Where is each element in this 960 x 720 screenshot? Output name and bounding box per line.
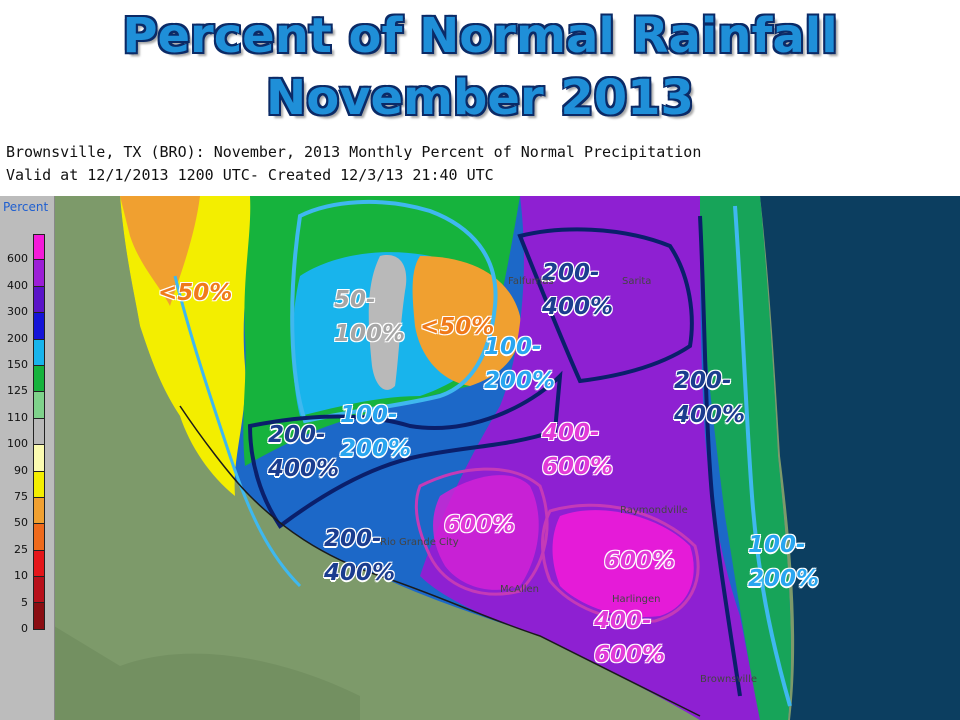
legend-swatch-400 — [33, 260, 45, 287]
map-header-line-2: Valid at 12/1/2013 1200 UTC- Created 12/… — [6, 166, 494, 184]
annotation-200-400-west: 200- 400% — [268, 422, 340, 482]
annotation-100-200-west: 100- 200% — [340, 402, 412, 462]
annotation-400-600-north: 400- 600% — [542, 420, 614, 480]
legend-swatch-100 — [33, 418, 45, 446]
city-mcallen: McAllen — [500, 584, 540, 595]
contour-west-light — [173, 275, 302, 588]
gray-spot — [368, 255, 407, 390]
city-falfurrias: Falfurrias — [508, 276, 554, 287]
legend-swatch-110 — [33, 392, 45, 419]
map-header-line-1: Brownsville, TX (BRO): November, 2013 Mo… — [6, 143, 702, 161]
legend-swatch-0 — [33, 603, 45, 630]
contour-coast-light — [733, 205, 792, 707]
annotation-100-200-coast: 100- 200% — [748, 532, 820, 592]
rio-grande — [179, 405, 701, 717]
legend-tick-5: 5 — [21, 595, 28, 609]
legend-swatch-200 — [33, 313, 45, 340]
legend-swatch-5 — [33, 577, 45, 604]
contour-100-200 — [290, 199, 498, 424]
annotation-lt50-west: <50% — [158, 280, 233, 306]
terrain-shade — [54, 626, 360, 720]
legend-tick-100: 100 — [7, 437, 28, 451]
percent-legend: Percent 600 400 300 200 150 125 110 100 90 75 50 25… — [0, 196, 55, 720]
city-rio-grande-city: Rio Grande City — [380, 537, 459, 548]
magenta-core-east — [552, 510, 694, 617]
legend-tick-110: 110 — [7, 410, 28, 424]
dry-zone-orange — [120, 196, 200, 306]
annotation-200-400-south: 200- 400% — [324, 526, 396, 586]
annotation-50-100: 50- 100% — [334, 287, 406, 347]
annotation-lt50-central: <50% — [420, 314, 495, 340]
city-sarita: Sarita — [622, 276, 652, 287]
coastal-strip — [700, 196, 791, 720]
annotation-600-east: 600% — [604, 548, 676, 574]
legend-tick-75: 75 — [14, 490, 28, 503]
legend-tick-300: 300 — [7, 305, 28, 319]
legend-swatch-600 — [33, 234, 45, 261]
contour-600-west — [414, 467, 549, 596]
legend-tick-200: 200 — [7, 331, 28, 345]
annotation-600-west: 600% — [444, 512, 516, 538]
legend-swatch-25 — [33, 524, 45, 551]
annotation-200-400-coast: 200- 400% — [674, 368, 746, 428]
legend-tick-150: 150 — [7, 358, 28, 371]
annotation-200-400-north: 200- 400% — [542, 260, 614, 320]
legend-title: Percent — [3, 200, 49, 214]
annotation-400-600-south: 400- 600% — [594, 608, 666, 668]
title-area: Percent of Normal Rainfall November 2013… — [0, 0, 960, 184]
legend-tick-90: 90 — [14, 463, 28, 477]
city-raymondville: Raymondville — [620, 505, 688, 516]
city-brownsville: Brownsville — [700, 674, 758, 685]
legend-tick-25: 25 — [14, 542, 28, 556]
legend-tick-600: 600 — [7, 252, 28, 266]
title-line-2: November 2013 — [266, 70, 694, 126]
magenta-core-west — [433, 475, 539, 590]
legend-tick-50: 50 — [14, 516, 28, 530]
legend-swatch-125 — [33, 365, 45, 393]
legend-swatch-300 — [33, 286, 45, 314]
legend-swatch-75 — [33, 471, 45, 498]
legend-swatch-50 — [33, 497, 45, 525]
legend-swatch-90 — [33, 445, 45, 472]
legend-tick-0: 0 — [21, 622, 28, 635]
title-line-1: Percent of Normal Rainfall — [122, 8, 838, 64]
contour-600-east — [541, 503, 700, 623]
legend-tick-10: 10 — [14, 569, 28, 583]
contour-200-400-north — [517, 227, 694, 384]
map-graphic — [0, 196, 960, 720]
contour-coast-dark — [698, 215, 742, 697]
legend-swatch-150 — [33, 339, 45, 366]
contour-200-400-west — [247, 370, 563, 529]
legend-swatch-10 — [33, 550, 45, 578]
city-harlingen: Harlingen — [612, 594, 661, 605]
gulf-water — [760, 196, 960, 720]
rainfall-map — [0, 196, 960, 720]
annotation-100-200-central: 100- 200% — [484, 334, 556, 394]
legend-tick-400: 400 — [7, 278, 28, 292]
legend-color-bar — [33, 234, 45, 630]
legend-tick-125: 125 — [7, 384, 28, 398]
